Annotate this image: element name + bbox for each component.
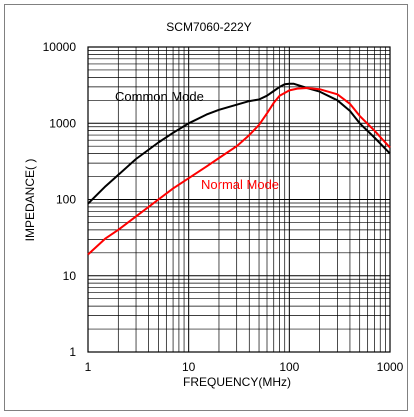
x-tick-label: 10 bbox=[182, 360, 196, 374]
x-tick-label: 1000 bbox=[377, 360, 404, 374]
x-tick-label: 100 bbox=[279, 360, 299, 374]
tick-labels: 1 10 100 1000 10000 1000 100 10 1 bbox=[43, 40, 404, 374]
x-axis-label: FREQUENCY(MHz) bbox=[183, 375, 291, 389]
y-axis-label: IMPEDANCE( ) bbox=[23, 159, 37, 242]
series-group bbox=[87, 82, 391, 256]
plot-border bbox=[87, 46, 391, 353]
y-tick-label: 10000 bbox=[43, 40, 77, 54]
y-tick-label: 100 bbox=[56, 193, 76, 207]
grid bbox=[87, 46, 391, 353]
label-common-mode: Common Mode bbox=[115, 89, 204, 104]
chart-title: SCM7060-222Y bbox=[166, 20, 251, 34]
x-tick-label: 1 bbox=[85, 360, 92, 374]
chart-frame bbox=[4, 4, 408, 411]
y-tick-label: 1 bbox=[69, 345, 76, 359]
y-tick-label: 10 bbox=[63, 269, 77, 283]
series-line-normal-mode bbox=[87, 87, 391, 256]
label-normal-mode: Normal Mode bbox=[201, 177, 279, 192]
y-tick-label: 1000 bbox=[49, 116, 76, 130]
series-line-common-mode bbox=[87, 82, 391, 205]
